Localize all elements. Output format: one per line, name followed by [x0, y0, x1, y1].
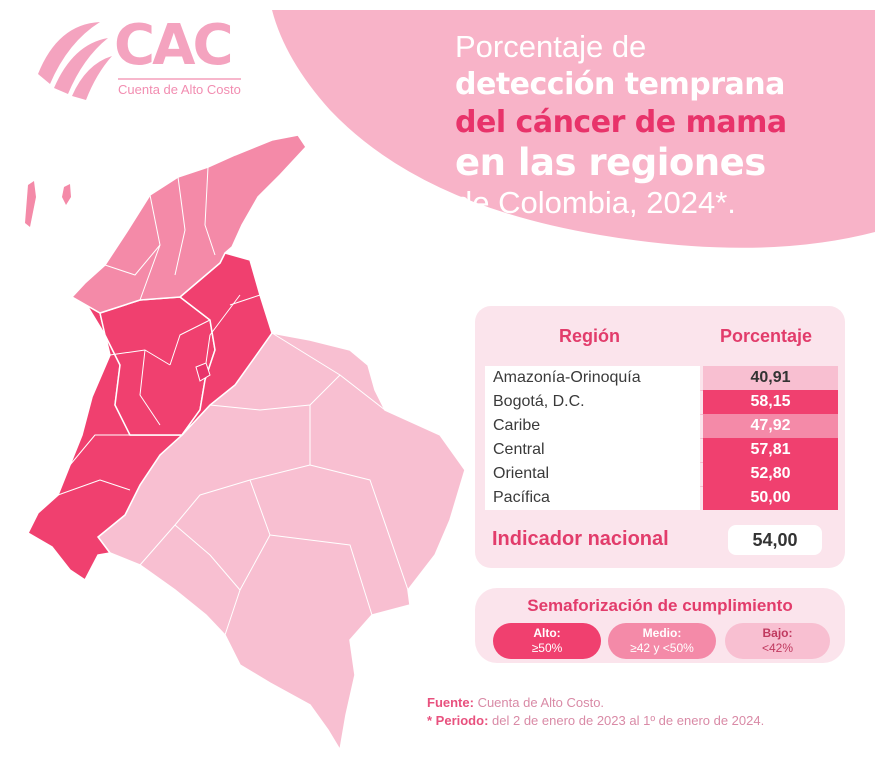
logo-text: CAC — [114, 13, 234, 78]
row-region: Central — [485, 438, 700, 462]
row-region: Caribe — [485, 414, 700, 438]
title-line-5: de Colombia, 2024*. — [455, 185, 736, 220]
national-indicator-label: Indicador nacional — [492, 528, 669, 550]
column-header-percentage: Porcentaje — [720, 326, 813, 346]
legend-item-medio: Medio: ≥42 y <50% — [608, 623, 716, 659]
title-line-2: detección temprana — [455, 67, 785, 102]
row-value: 57,81 — [703, 438, 838, 462]
row-value: 58,15 — [703, 390, 838, 414]
map-island-providencia — [62, 184, 71, 205]
footer-notes: Fuente: Cuenta de Alto Costo. * Periodo:… — [427, 694, 764, 730]
legend-item-range: ≥42 y <50% — [630, 641, 694, 655]
title-line-4: en las regiones — [455, 141, 766, 184]
results-table: Región Porcentaje Amazonía-Orinoquía 40,… — [475, 306, 845, 568]
map-island-san-andres — [25, 181, 36, 227]
legend-item-name: Bajo: — [762, 626, 793, 640]
row-region: Amazonía-Orinoquía — [485, 366, 700, 390]
period-text: del 2 de enero de 2023 al 1º de enero de… — [488, 713, 765, 728]
infographic-title: Porcentaje de detección temprana del cán… — [455, 28, 865, 222]
table-row: Central 57,81 — [475, 438, 845, 463]
legend-item-range: ≥50% — [531, 641, 563, 655]
table-row: Oriental 52,80 — [475, 462, 845, 487]
table-row: Pacífica 50,00 — [475, 486, 845, 510]
table-row: Bogotá, D.C. 58,15 — [475, 390, 845, 415]
row-value: 50,00 — [703, 486, 838, 510]
legend-item-name: Alto: — [533, 626, 561, 640]
legend-item-range: <42% — [761, 641, 794, 655]
logo-subtitle: Cuenta de Alto Costo — [118, 78, 241, 97]
legend-item-name: Medio: — [642, 626, 682, 640]
national-indicator-value: 54,00 — [728, 525, 822, 555]
source-text: Cuenta de Alto Costo. — [473, 695, 605, 710]
source-note: Fuente: Cuenta de Alto Costo. — [427, 694, 764, 712]
source-label: Fuente: — [427, 695, 474, 710]
row-region: Bogotá, D.C. — [485, 390, 700, 414]
period-label: * Periodo: — [427, 713, 489, 728]
table-row: Caribe 47,92 — [475, 414, 845, 439]
row-region: Oriental — [485, 462, 700, 486]
row-value: 47,92 — [703, 414, 838, 438]
title-line-3: del cáncer de mama — [455, 105, 787, 140]
row-region: Pacífica — [485, 486, 700, 510]
legend-item-bajo: Bajo: <42% — [725, 623, 830, 659]
column-header-region: Región — [559, 326, 620, 346]
map-region-bogota — [195, 362, 211, 382]
compliance-legend: Semaforización de cumplimiento Alto: ≥50… — [475, 588, 845, 663]
period-note: * Periodo: del 2 de enero de 2023 al 1º … — [427, 712, 764, 730]
map-department-borders — [57, 166, 409, 636]
cac-logo: CAC Cuenta de Alto Costo — [28, 14, 258, 104]
colombia-map — [25, 135, 466, 753]
legend-title: Semaforización de cumplimiento — [527, 596, 793, 615]
row-value: 40,91 — [703, 366, 838, 390]
legend-item-alto: Alto: ≥50% — [493, 623, 601, 659]
row-value: 52,80 — [703, 462, 838, 486]
logo-swoosh-icon — [38, 22, 112, 100]
map-region-caribe — [70, 135, 307, 314]
table-row: Amazonía-Orinoquía 40,91 — [475, 366, 845, 391]
title-line-1: Porcentaje de — [455, 29, 647, 64]
